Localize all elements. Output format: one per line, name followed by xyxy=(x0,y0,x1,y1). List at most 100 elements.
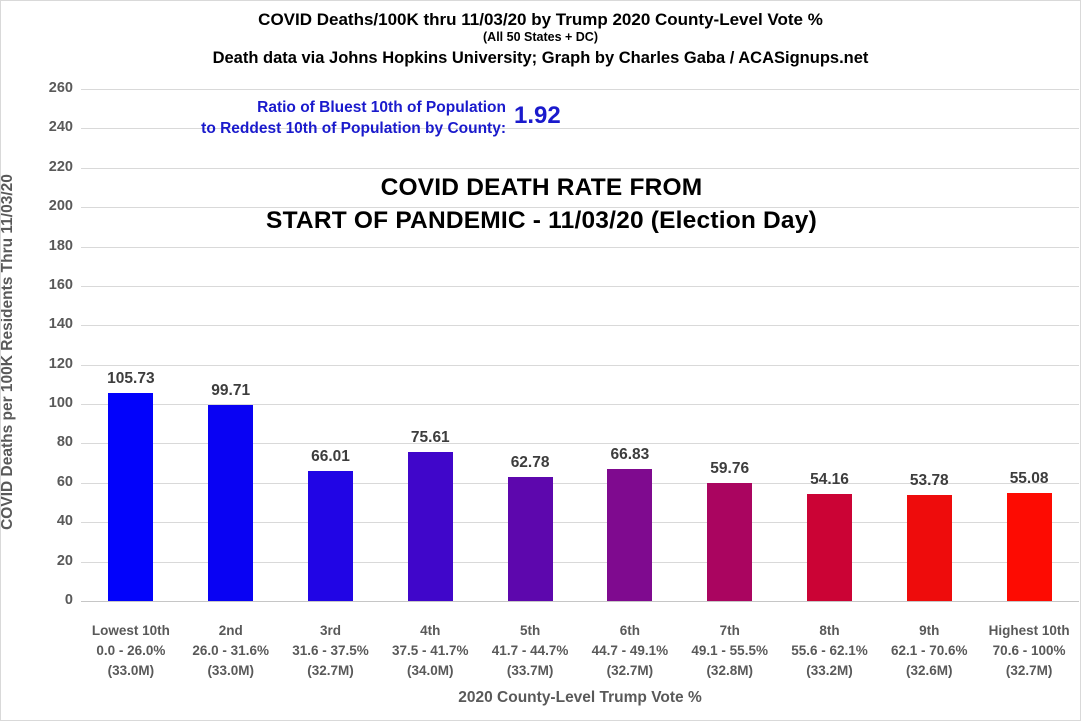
x-category-label: 7th xyxy=(719,623,740,638)
bar-value-label: 59.76 xyxy=(710,460,750,478)
bar-value-label: 99.71 xyxy=(211,381,251,399)
bar-value-label: 66.01 xyxy=(311,448,350,465)
x-category-label: 3rd xyxy=(319,623,341,638)
x-category-range: 37.5 - 41.7% xyxy=(392,643,469,658)
bar-6th xyxy=(607,469,653,601)
x-category-label: 3rd 31.6 - 37.5% (32.7M) xyxy=(276,621,386,681)
y-tick-label: 140 xyxy=(48,316,73,333)
x-category-population: (33.2M) xyxy=(806,663,853,678)
chart-title-line2: START OF PANDEMIC - 11/03/20 (Election D… xyxy=(266,207,817,234)
y-tick-label: 120 xyxy=(48,355,73,372)
x-category-range: 70.6 - 100% xyxy=(992,643,1066,658)
x-category-label: 8th xyxy=(819,623,840,638)
y-tick-label: 220 xyxy=(48,158,73,175)
bar-value-label: 105.73 xyxy=(107,369,155,387)
x-category-range: 49.1 - 55.5% xyxy=(691,643,768,658)
bar-highest-10th xyxy=(1006,492,1052,601)
data-credit: Death data via Johns Hopkins University;… xyxy=(212,49,869,67)
y-tick-label: 160 xyxy=(48,276,73,293)
y-tick-label: 260 xyxy=(48,80,73,96)
gridline-y-120 xyxy=(81,364,1079,366)
x-category-population: (32.7M) xyxy=(606,663,654,678)
y-tick-label: 40 xyxy=(56,513,73,530)
ratio-label-line2: to Reddest 10th of Population by County: xyxy=(201,120,506,137)
gridline-y-0 xyxy=(81,601,1079,602)
x-category-label: 8th 55.6 - 62.1% (33.2M) xyxy=(775,621,885,681)
x-category-label: 5th 41.7 - 44.7% (33.7M) xyxy=(475,621,585,681)
gridline-y-160 xyxy=(81,285,1079,287)
ratio-label-line1: Ratio of Bluest 10th of Population xyxy=(257,99,506,116)
x-category-label: 6th xyxy=(619,623,641,638)
gridline-y-200 xyxy=(81,207,1079,209)
gridline-y-80 xyxy=(81,443,1079,445)
x-category-population: (32.6M) xyxy=(906,663,953,678)
x-category-label: Lowest 10th 0.0 - 26.0% (33.0M) xyxy=(76,621,186,681)
bar-7th xyxy=(707,483,753,601)
chart-title: COVID DEATH RATE FROM START OF PANDEMIC … xyxy=(1,171,1080,237)
bar-value-label: 55.08 xyxy=(1009,469,1049,487)
x-axis-title: 2020 County-Level Trump Vote % xyxy=(458,689,702,706)
x-category-range: 0.0 - 26.0% xyxy=(96,643,166,658)
x-category-range: 26.0 - 31.6% xyxy=(192,643,269,658)
bar-value-label: 54.16 xyxy=(810,471,849,489)
y-tick-label: 80 xyxy=(56,434,73,451)
x-category-population: (33.7M) xyxy=(506,663,554,678)
gridline-y-100 xyxy=(81,404,1079,406)
x-category-label: Highest 10th 70.6 - 100% (32.7M) xyxy=(974,621,1080,681)
x-category-range: 41.7 - 44.7% xyxy=(491,643,569,658)
bar-value-label: 53.78 xyxy=(909,472,949,490)
x-category-range: 55.6 - 62.1% xyxy=(791,643,868,658)
bar-lowest-10th xyxy=(108,392,154,601)
bar-8th xyxy=(807,494,852,601)
bar-2nd xyxy=(208,404,254,601)
gridline-y-240 xyxy=(81,128,1079,130)
bar-9th xyxy=(906,495,952,601)
gridline-y-60 xyxy=(81,482,1079,484)
x-category-label: 6th 44.7 - 49.1% (32.7M) xyxy=(575,621,685,681)
x-category-label: 7th 49.1 - 55.5% (32.8M) xyxy=(675,621,785,681)
x-category-population: (32.7M) xyxy=(307,663,354,678)
x-category-label: Lowest 10th xyxy=(91,623,170,638)
x-category-label: 9th xyxy=(919,623,940,638)
y-tick-label: 100 xyxy=(48,395,73,412)
x-category-label: Highest 10th xyxy=(988,623,1070,638)
y-axis-title: COVID Deaths per 100K Residents Thru 11/… xyxy=(0,174,16,530)
x-category-population: (33.0M) xyxy=(107,663,155,678)
gridline-y-20 xyxy=(81,561,1079,563)
bar-value-label: 75.61 xyxy=(410,429,450,447)
x-category-range: 62.1 - 70.6% xyxy=(891,643,968,658)
ratio-value: 1.92 xyxy=(514,102,561,129)
x-category-population: (32.7M) xyxy=(1005,663,1053,678)
x-category-label: 4th xyxy=(420,623,441,638)
x-category-range: 44.7 - 49.1% xyxy=(591,643,669,658)
x-category-range: 31.6 - 37.5% xyxy=(292,643,369,658)
bar-5th xyxy=(507,477,553,601)
x-category-population: (32.8M) xyxy=(706,663,753,678)
y-tick-label: 240 xyxy=(48,119,73,136)
gridline-y-260 xyxy=(81,89,1079,90)
x-category-label: 5th xyxy=(519,623,541,638)
gridline-y-180 xyxy=(81,246,1079,248)
x-category-label: 9th 62.1 - 70.6% (32.6M) xyxy=(874,621,984,681)
bar-3rd xyxy=(308,471,353,601)
page-subtitle: (All 50 States + DC) xyxy=(483,30,598,44)
y-tick-label: 180 xyxy=(48,237,73,254)
y-tick-label: 0 xyxy=(64,592,73,608)
gridline-y-140 xyxy=(81,325,1079,327)
chart-title-line1: COVID DEATH RATE FROM xyxy=(380,174,703,201)
y-tick-label: 60 xyxy=(56,473,73,490)
bar-value-label: 62.78 xyxy=(510,454,550,472)
y-tick-label: 20 xyxy=(56,552,73,569)
bar-4th xyxy=(407,452,453,601)
gridline-y-40 xyxy=(81,522,1079,524)
gridline-y-220 xyxy=(81,167,1079,169)
x-category-population: (34.0M) xyxy=(407,663,454,678)
page-title: COVID Deaths/100K thru 11/03/20 by Trump… xyxy=(258,10,823,29)
ratio-annotation: Ratio of Bluest 10th of Population to Re… xyxy=(1,97,506,139)
x-category-label: 4th 37.5 - 41.7% (34.0M) xyxy=(375,621,485,681)
x-category-population: (33.0M) xyxy=(207,663,254,678)
x-category-label: 2nd xyxy=(218,623,243,638)
bar-value-label: 66.83 xyxy=(610,446,650,464)
y-tick-label: 200 xyxy=(48,198,73,215)
